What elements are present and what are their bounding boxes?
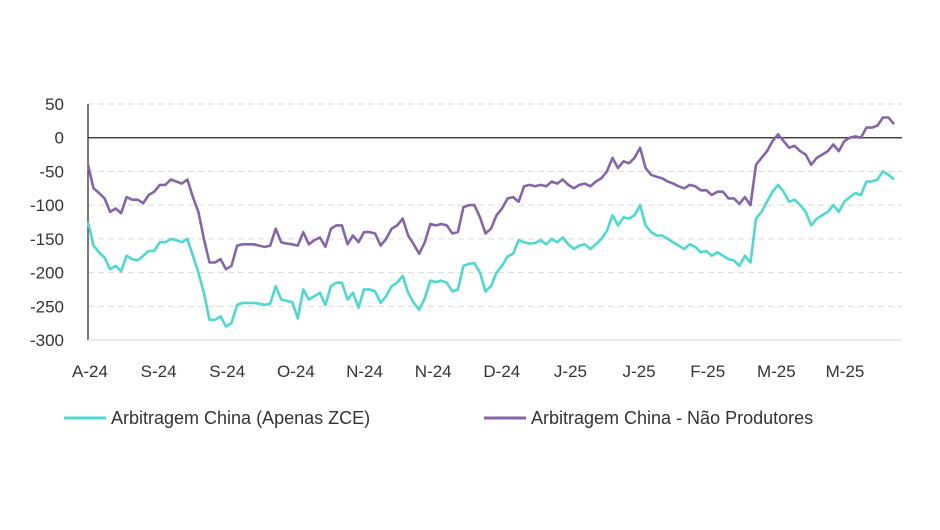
x-tick-label: J-25	[623, 362, 656, 381]
gridlines	[88, 103, 902, 307]
x-axis: A-24 S-24 S-24 O-24 N-24 N-24 D-24 J-25 J-25 F-25…	[72, 339, 902, 381]
x-tick-label: J-25	[554, 362, 587, 381]
y-tick-label: -250	[30, 297, 64, 316]
series-lines	[86, 116, 896, 328]
legend-label-2: Arbitragem China - Não Produtores	[531, 408, 813, 428]
x-tick-label: N-24	[346, 362, 383, 381]
x-tick-label: M-25	[757, 362, 796, 381]
series-line-2	[86, 116, 896, 271]
y-tick-label: -50	[39, 162, 64, 181]
y-tick-label: -200	[30, 264, 64, 283]
y-tick-label: 50	[45, 95, 64, 114]
x-tick-label: M-25	[826, 362, 865, 381]
y-axis: 50 0 -50 -100 -150 -200 -250 -300	[30, 95, 89, 350]
y-tick-label: -300	[30, 331, 64, 350]
x-tick-label: A-24	[72, 362, 108, 381]
x-tick-label: S-24	[209, 362, 245, 381]
y-tick-label: 0	[55, 129, 64, 148]
x-tick-label: S-24	[141, 362, 177, 381]
y-tick-label: -100	[30, 196, 64, 215]
legend-label-1: Arbitragem China (Apenas ZCE)	[111, 408, 370, 428]
series-line-1	[86, 170, 895, 328]
x-tick-label: O-24	[277, 362, 315, 381]
x-tick-label: D-24	[483, 362, 520, 381]
x-tick-label: F-25	[690, 362, 725, 381]
x-tick-label: N-24	[415, 362, 452, 381]
y-tick-label: -150	[30, 230, 64, 249]
legend: Arbitragem China (Apenas ZCE) Arbitragem …	[64, 408, 813, 428]
